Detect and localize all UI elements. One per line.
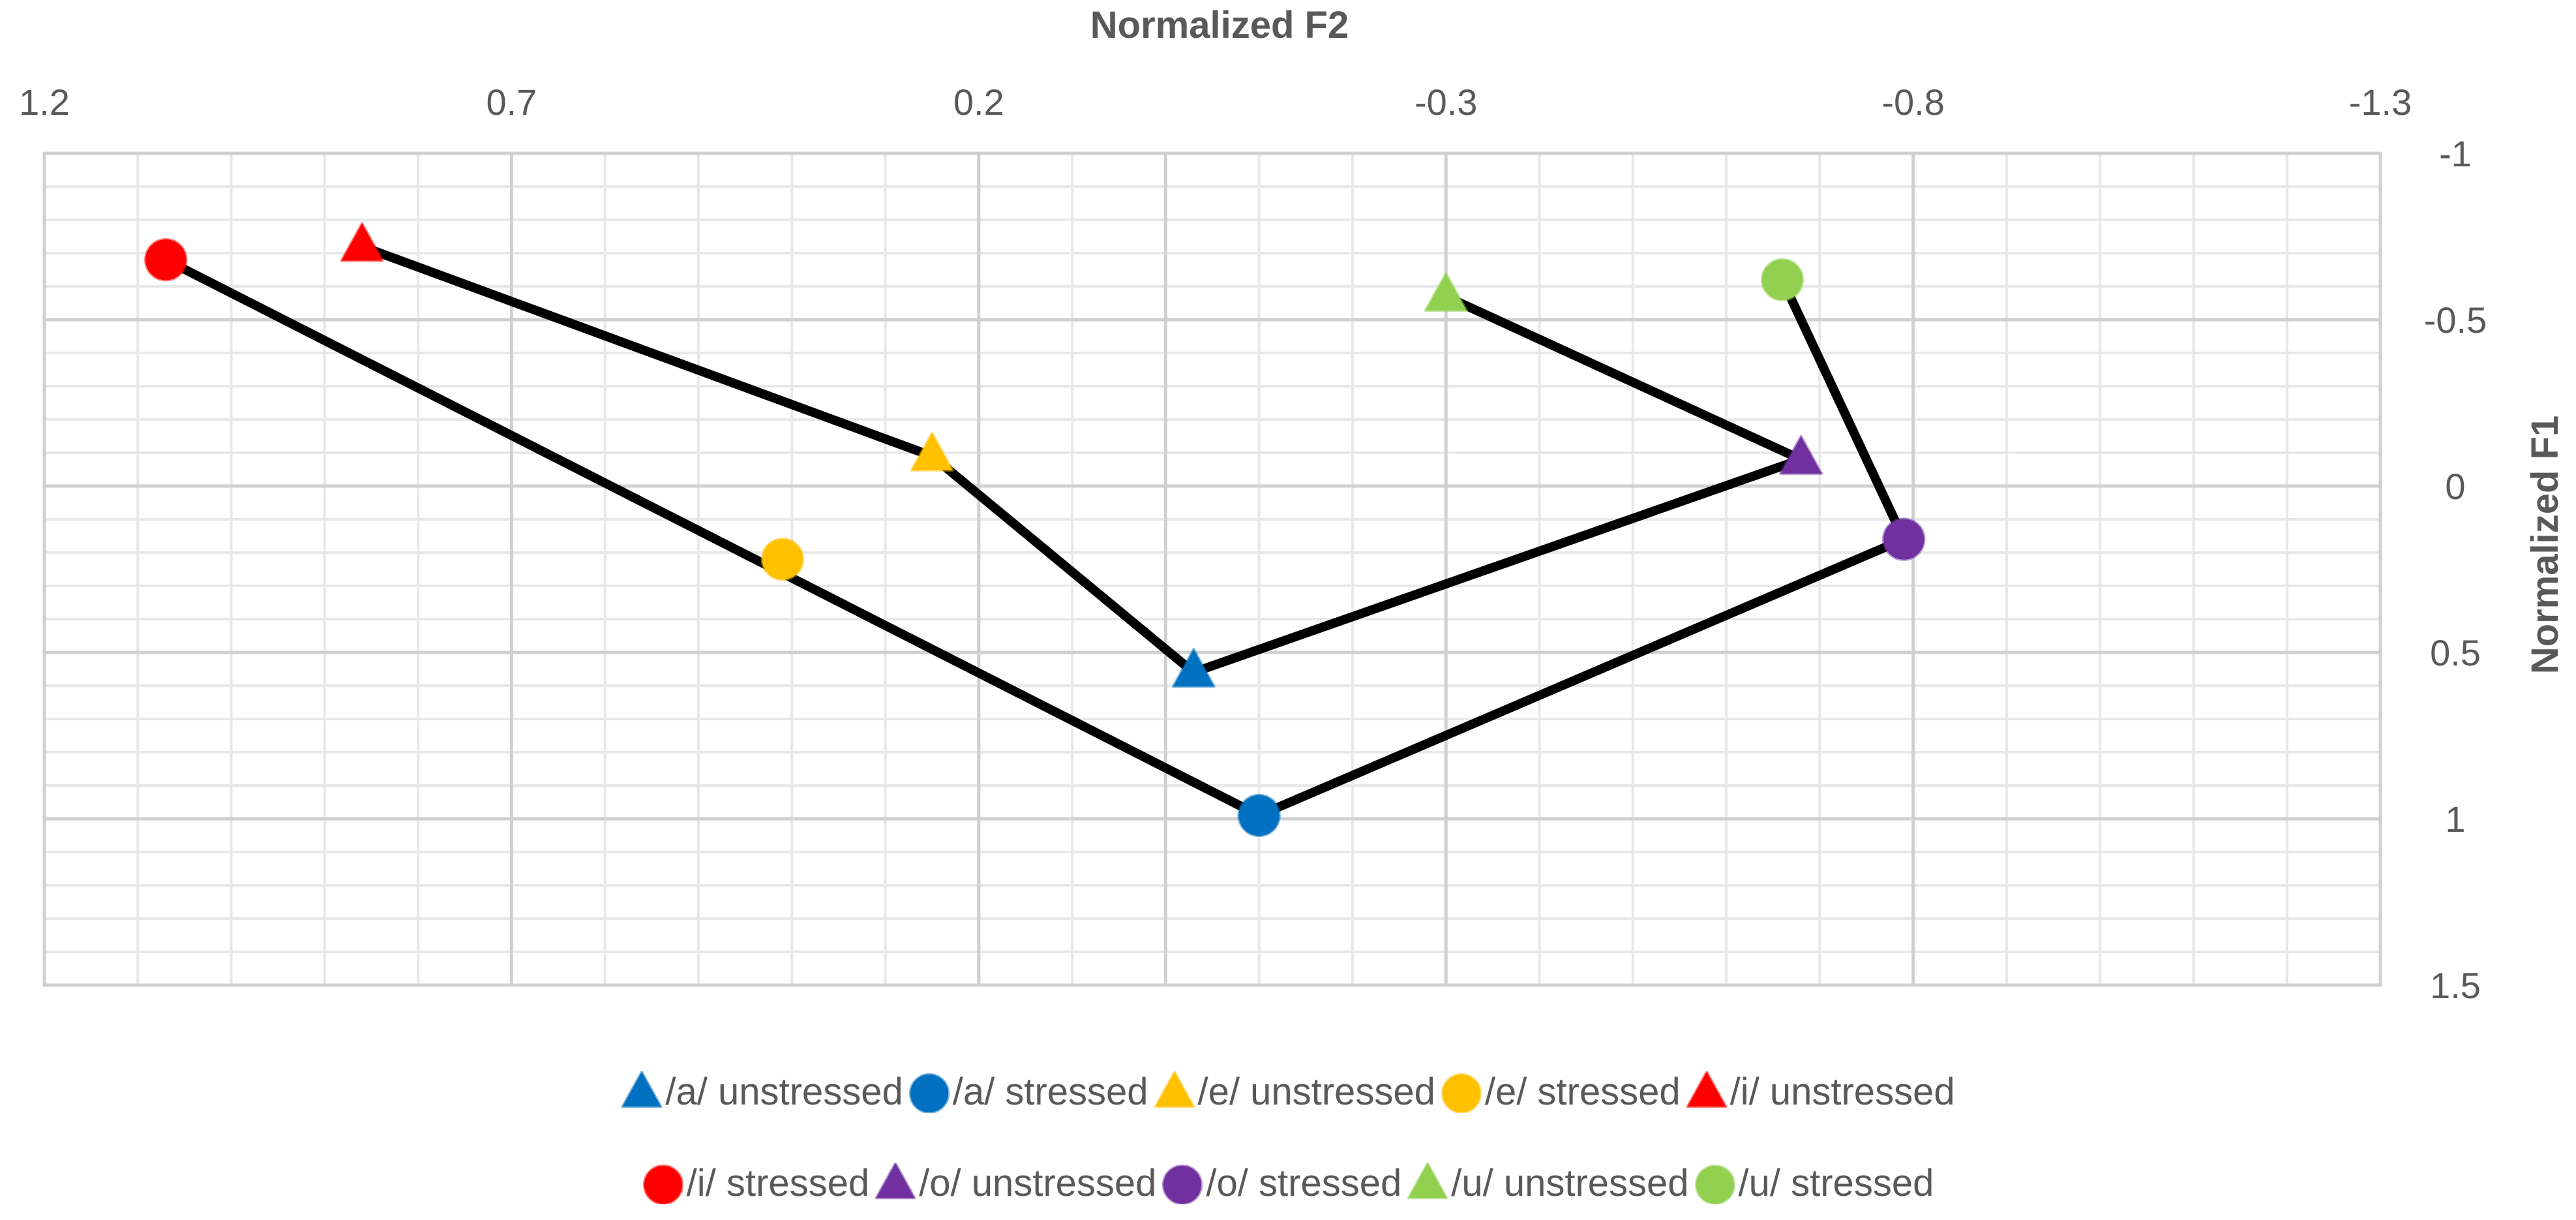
triangle-marker-icon bbox=[1154, 1071, 1195, 1108]
x-axis-title: Normalized F2 bbox=[1090, 4, 1349, 46]
legend-item: /a/ unstressed bbox=[621, 1070, 903, 1114]
y-axis-title: Normalized F1 bbox=[2524, 416, 2566, 674]
legend-item: /o/ stressed bbox=[1161, 1161, 1401, 1205]
marker-a-stressed bbox=[1237, 793, 1281, 838]
circle-marker-icon bbox=[642, 1164, 683, 1204]
circle-marker-icon bbox=[1694, 1164, 1735, 1204]
legend-item: /u/ stressed bbox=[1694, 1161, 1934, 1205]
legend-label: /e/ unstressed bbox=[1197, 1071, 1435, 1113]
x-tick-labels: 1.2 0.7 0.2 -0.3 -0.8 -1.3 bbox=[19, 82, 2412, 123]
legend-label: /a/ stressed bbox=[952, 1071, 1148, 1113]
legend-marker-shape bbox=[621, 1071, 663, 1108]
major-gridlines bbox=[42, 151, 2382, 987]
legend-row: /i/ stressed/o/ unstressed/o/ stressed/u… bbox=[0, 1161, 2576, 1205]
legend-marker-shape bbox=[1686, 1071, 1728, 1108]
plot-area bbox=[42, 151, 2382, 987]
circle-marker-icon bbox=[1441, 1073, 1482, 1113]
legend-marker-shape bbox=[1694, 1164, 1735, 1204]
legend-item: /e/ unstressed bbox=[1154, 1070, 1435, 1114]
y-tick-label: -0.5 bbox=[2424, 299, 2487, 341]
y-tick-label: 1 bbox=[2445, 799, 2465, 840]
legend-marker-shape bbox=[1441, 1073, 1482, 1113]
legend-marker-shape bbox=[1407, 1162, 1448, 1199]
legend-marker-shape bbox=[642, 1164, 683, 1204]
marker-e-unstressed bbox=[910, 431, 954, 472]
legend-marker-shape bbox=[908, 1073, 950, 1113]
legend-label: /i/ stressed bbox=[686, 1162, 870, 1204]
x-tick-label: -0.3 bbox=[1415, 82, 1478, 123]
connector-line bbox=[360, 242, 1814, 678]
marker-o-stressed bbox=[1882, 517, 1926, 561]
minor-gridlines bbox=[44, 153, 2380, 985]
legend-marker-shape bbox=[875, 1162, 916, 1199]
connector-line bbox=[164, 255, 1910, 821]
marker-i-stressed bbox=[144, 238, 188, 282]
circle-marker-icon bbox=[908, 1073, 950, 1113]
y-tick-labels: -1 -0.5 0 0.5 1 1.5 bbox=[2424, 133, 2487, 1006]
legend-label: /i/ unstressed bbox=[1730, 1071, 1955, 1113]
y-tick-label: 1.5 bbox=[2430, 965, 2481, 1006]
legend-marker-shape bbox=[1154, 1071, 1195, 1108]
x-tick-label: 1.2 bbox=[19, 82, 70, 123]
triangle-marker-icon bbox=[1407, 1162, 1448, 1199]
legend-label: /u/ stressed bbox=[1738, 1162, 1934, 1204]
x-tick-label: -1.3 bbox=[2349, 82, 2412, 123]
data-markers bbox=[144, 222, 1926, 838]
legend-item: /e/ stressed bbox=[1441, 1070, 1681, 1114]
marker-e-stressed bbox=[760, 538, 805, 581]
marker-i-unstressed bbox=[340, 222, 384, 262]
circle-marker-icon bbox=[1162, 1164, 1203, 1204]
marker-o-unstressed bbox=[1779, 435, 1823, 475]
marker-u-unstressed bbox=[1424, 271, 1468, 312]
marker-u-stressed bbox=[1760, 258, 1805, 301]
legend-label: /o/ unstressed bbox=[919, 1162, 1157, 1204]
connector-lines bbox=[164, 242, 1910, 821]
y-tick-label: 0 bbox=[2445, 466, 2465, 507]
y-tick-label: -1 bbox=[2439, 133, 2472, 174]
legend-item: /u/ unstressed bbox=[1407, 1161, 1689, 1205]
y-tick-label: 0.5 bbox=[2430, 632, 2481, 673]
triangle-marker-icon bbox=[621, 1071, 663, 1108]
triangle-marker-icon bbox=[875, 1162, 916, 1199]
x-tick-label: -0.8 bbox=[1881, 82, 1945, 123]
plot-border bbox=[42, 151, 2382, 987]
x-tick-label: 0.7 bbox=[486, 82, 537, 123]
legend-label: /e/ stressed bbox=[1484, 1071, 1681, 1113]
triangle-marker-icon bbox=[1686, 1071, 1728, 1108]
legend-marker-shape bbox=[1162, 1164, 1203, 1204]
legend-item: /o/ unstressed bbox=[875, 1161, 1156, 1205]
legend-item: /i/ unstressed bbox=[1686, 1070, 1955, 1114]
legend-label: /a/ unstressed bbox=[665, 1071, 903, 1113]
marker-a-unstressed bbox=[1171, 648, 1216, 688]
x-tick-label: 0.2 bbox=[953, 82, 1004, 123]
legend-item: /i/ stressed bbox=[642, 1161, 869, 1205]
legend-label: /o/ stressed bbox=[1206, 1162, 1402, 1204]
legend-row: /a/ unstressed/a/ stressed/e/ unstressed… bbox=[0, 1070, 2576, 1114]
legend-item: /a/ stressed bbox=[908, 1070, 1148, 1114]
legend-label: /u/ unstressed bbox=[1451, 1162, 1689, 1204]
